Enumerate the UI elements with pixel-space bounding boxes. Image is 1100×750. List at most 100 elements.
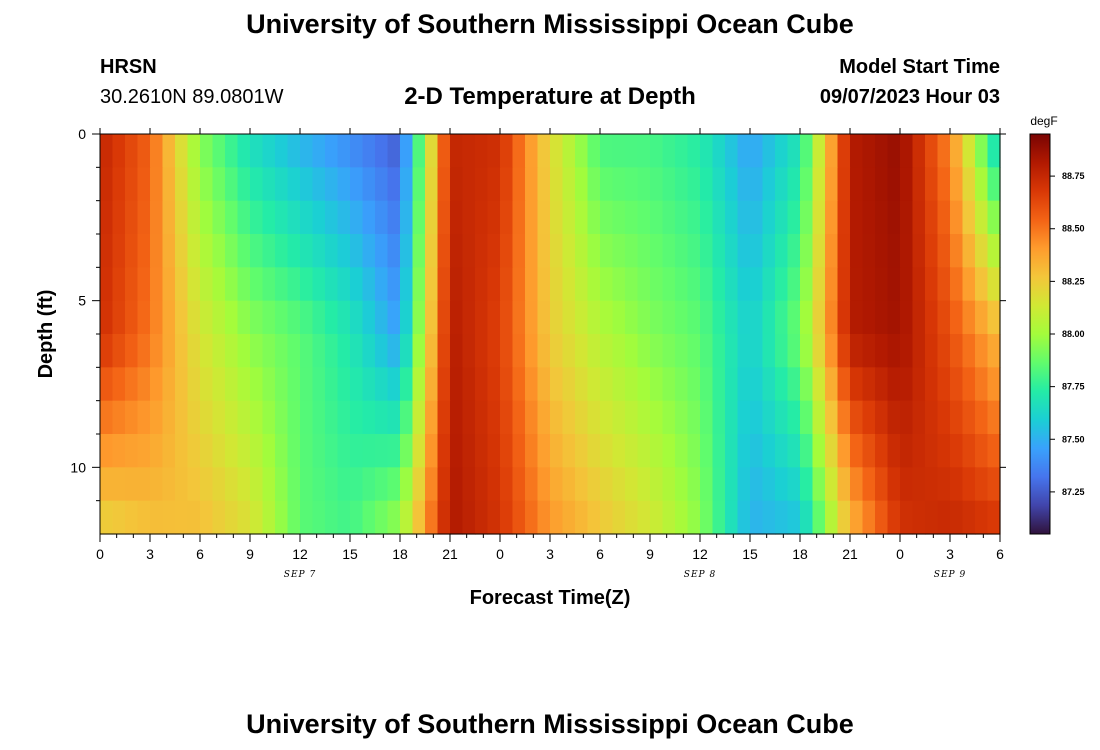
heatmap-cell [487,134,501,168]
heatmap-cell [675,367,689,402]
heatmap-cell [275,334,289,368]
heatmap-cell [562,134,576,168]
heatmap-cell [587,500,601,535]
heatmap-cell [237,467,251,502]
x-tick-label: 9 [646,546,654,562]
heatmap-cell [750,167,764,202]
heatmap-cell [987,167,1001,202]
heatmap-cell [825,234,839,268]
heatmap-cell [700,367,714,402]
heatmap-cell [112,500,126,535]
heatmap-cell [650,434,664,468]
heatmap-cell [987,434,1001,468]
heatmap-cell [262,300,276,335]
heatmap-cell [387,167,401,202]
heatmap-cell [825,134,839,168]
heatmap-cell [425,400,439,435]
heatmap-cell [200,434,214,468]
heatmap-cell [587,400,601,435]
heatmap-cell [487,200,501,235]
heatmap-cell [400,167,414,202]
heatmap-cell [137,234,151,268]
heatmap-cell [837,300,851,335]
heatmap-cell [775,167,789,202]
heatmap-cell [225,134,239,168]
heatmap-cell [925,267,939,302]
heatmap-cell [850,434,864,468]
heatmap-cell [212,467,226,502]
heatmap-cell [237,500,251,535]
heatmap-cell [762,234,776,268]
heatmap-cell [112,334,126,368]
heatmap-cell [737,134,751,168]
heatmap-cell [812,200,826,235]
heatmap-cell [112,434,126,468]
heatmap-cell [600,434,614,468]
heatmap-cell [362,200,376,235]
heatmap-cell [125,367,139,402]
heatmap-cell [175,434,189,468]
heatmap-cell [450,434,464,468]
heatmap-cell [662,167,676,202]
heatmap-cell [212,367,226,402]
heatmap-cell [962,367,976,402]
heatmap-cell [350,267,364,302]
heatmap-cell [750,434,764,468]
heatmap-cell [125,234,139,268]
heatmap-cell [362,400,376,435]
heatmap-cell [350,134,364,168]
heatmap-cell [725,434,739,468]
heatmap-cell [825,267,839,302]
heatmap-cell [562,467,576,502]
heatmap-cell [537,234,551,268]
heatmap-cell [887,367,901,402]
heatmap-cell [262,167,276,202]
heatmap-cell [212,134,226,168]
heatmap-cell [150,334,164,368]
y-tick-label: 5 [78,293,86,309]
heatmap-cell [612,400,626,435]
heatmap-cell [137,334,151,368]
heatmap-cell [787,134,801,168]
heatmap-cell [962,267,976,302]
heatmap-cell [825,500,839,535]
heatmap-cell [712,167,726,202]
heatmap-cell [512,300,526,335]
heatmap-cell [200,467,214,502]
heatmap-cell [837,400,851,435]
heatmap-cell [225,334,239,368]
heatmap-cell [362,500,376,535]
heatmap-cell [750,200,764,235]
heatmap-cell [150,434,164,468]
heatmap-cell [650,234,664,268]
heatmap-cell [125,134,139,168]
heatmap-cell [300,500,314,535]
heatmap-cell [875,467,889,502]
heatmap-cell [925,134,939,168]
heatmap-cell [600,234,614,268]
heatmap-cell [750,234,764,268]
heatmap-cell [425,500,439,535]
heatmap-cell [625,267,639,302]
heatmap-cell [962,467,976,502]
heatmap-cell [612,467,626,502]
heatmap-cell [575,400,589,435]
heatmap-cell [875,300,889,335]
heatmap-cell [687,467,701,502]
heatmap-cell [525,400,539,435]
heatmap-cell [275,167,289,202]
heatmap-cell [900,367,914,402]
heatmap-cell [700,267,714,302]
heatmap-cell [987,500,1001,535]
heatmap-cell [512,334,526,368]
heatmap-cell [800,267,814,302]
heatmap-cell [425,334,439,368]
heatmap-cell [500,300,514,335]
heatmap-cell [450,467,464,502]
heatmap-cell [350,167,364,202]
heatmap-cell [287,400,301,435]
heatmap-cell [150,134,164,168]
heatmap-cell [787,334,801,368]
heatmap-cell [962,200,976,235]
heatmap-cell [312,500,326,535]
